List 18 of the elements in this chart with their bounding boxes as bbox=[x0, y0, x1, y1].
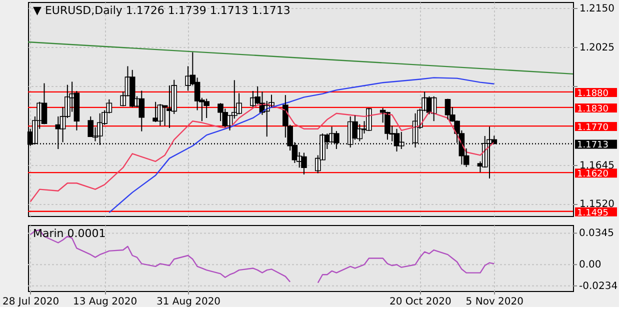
x-tick-label: 13 Aug 2020 bbox=[73, 296, 138, 308]
y-tick-label: 1.2150 bbox=[580, 4, 614, 15]
x-tick-label: 5 Nov 2020 bbox=[466, 296, 524, 308]
y-tick-label: -0.0234 bbox=[579, 280, 618, 292]
line-series bbox=[108, 77, 495, 214]
ref-line-label: 1.1770 bbox=[577, 123, 609, 134]
y-tick-label: 1.2025 bbox=[580, 42, 614, 54]
x-tick-label: 28 Jul 2020 bbox=[2, 296, 60, 308]
chart-title: ▼ EURUSD,Daily 1.1726 1.1739 1.1713 1.1713 bbox=[33, 4, 290, 17]
y-tick-label: 0.0345 bbox=[579, 228, 614, 240]
ref-line-label: 1.1713 bbox=[577, 140, 608, 151]
y-tick-label: 0.00 bbox=[579, 260, 602, 271]
ref-line-label: 1.1880 bbox=[577, 88, 609, 99]
ref-line-label: 1.1830 bbox=[577, 104, 609, 114]
ref-line-label: 1.1620 bbox=[577, 170, 609, 180]
ref-line-label: 1.1495 bbox=[577, 208, 608, 218]
x-tick-label: 31 Aug 2020 bbox=[156, 296, 221, 308]
x-tick-label: 20 Oct 2020 bbox=[390, 296, 452, 308]
